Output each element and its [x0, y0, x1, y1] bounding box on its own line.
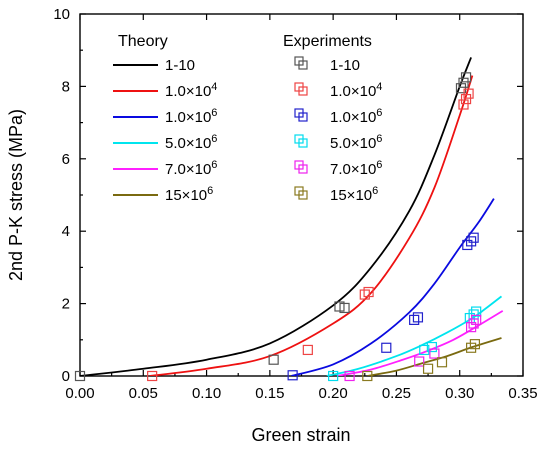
x-tick-label: 0.25 [382, 385, 411, 402]
experiment-point [469, 339, 481, 350]
legend-theory-label: 7.0×106 [165, 159, 217, 178]
experiment-point [422, 363, 434, 374]
legend-exp-marker [298, 164, 308, 174]
legend-exp-label: 15×106 [330, 185, 378, 204]
experiment-point [74, 370, 86, 382]
experiment-point [344, 370, 355, 382]
theory-line [291, 198, 495, 376]
experiment-point [466, 342, 477, 353]
experiment-point [460, 93, 472, 105]
x-tick-label: 0.30 [445, 385, 474, 402]
x-tick-label: 0.10 [192, 385, 221, 402]
x-tick-label: 0.00 [65, 385, 94, 402]
theory-line [149, 75, 474, 376]
experiment-point [426, 341, 437, 353]
experiment-point [363, 286, 374, 298]
experiment-points [74, 72, 482, 382]
experiment-point [328, 370, 339, 382]
legend-theory-label: 15×106 [165, 185, 213, 204]
y-tick-label: 2 [62, 296, 70, 313]
legend-exp-label: 5.0×106 [330, 133, 382, 152]
legend-exp-marker [298, 60, 308, 70]
experiment-point [419, 344, 430, 356]
experiment-point [466, 236, 477, 247]
theory-line [367, 337, 502, 376]
experiment-point [362, 370, 373, 382]
y-axis-title: 2nd P-K stress (MPa) [6, 109, 26, 281]
legend-experiments-title: Experiments [283, 33, 372, 50]
theory-line [326, 295, 503, 376]
experiment-point [468, 232, 479, 243]
experiment-point [287, 370, 298, 381]
y-tick-label: 10 [53, 6, 70, 23]
x-tick-label: 0.15 [255, 385, 284, 402]
legend-exp-label: 1.0×104 [330, 81, 382, 100]
y-tick-label: 0 [62, 368, 70, 385]
experiment-point [268, 354, 279, 365]
theory-line [80, 57, 472, 376]
x-tick-label: 0.05 [129, 385, 158, 402]
experiment-point [471, 314, 482, 325]
legend-exp-marker [298, 138, 308, 148]
x-axis-title: Green strain [251, 425, 350, 445]
legend-exp-label: 1.0×106 [330, 107, 382, 126]
x-tick-label: 0.35 [508, 385, 537, 402]
experiment-point [468, 318, 479, 329]
legend-exp-label: 1-10 [330, 57, 360, 74]
theory-curves [80, 57, 504, 376]
legend: Theory Experiments 1-10 1.0×104 1.0×106 5.0… [113, 33, 382, 204]
x-tick-label: 0.20 [319, 385, 348, 402]
y-tick-label: 8 [62, 78, 70, 95]
legend-theory-label: 1.0×106 [165, 107, 217, 126]
legend-theory-label: 5.0×106 [165, 133, 217, 152]
experiment-point [429, 348, 440, 359]
y-tick-label: 4 [62, 223, 70, 240]
experiment-point [458, 99, 469, 110]
experiment-point [147, 370, 158, 382]
experiment-point [471, 306, 482, 317]
experiment-point [414, 356, 425, 367]
experiment-point [302, 344, 313, 356]
legend-theory-title: Theory [118, 33, 168, 50]
experiment-point [462, 239, 473, 251]
legend-theory-label: 1.0×104 [165, 81, 217, 100]
x-axis: 0.00 0.05 0.10 0.15 0.20 0.25 0.30 0.35 [65, 14, 538, 402]
experiment-point [381, 342, 392, 353]
legend-exp-label: 7.0×106 [330, 159, 382, 178]
experiment-point [458, 77, 469, 88]
legend-exp-marker [298, 86, 308, 96]
experiment-point [436, 357, 448, 368]
legend-theory-label: 1-10 [165, 57, 195, 74]
legend-exp-marker [298, 190, 308, 200]
legend-exp-marker [298, 112, 308, 122]
experiment-point [339, 302, 350, 314]
experiment-point [409, 314, 420, 325]
experiment-point [460, 72, 472, 83]
experiment-point [412, 312, 424, 323]
experiment-point [359, 289, 370, 300]
y-tick-label: 6 [62, 151, 70, 168]
experiment-point [463, 88, 474, 99]
experiment-point [455, 83, 467, 94]
